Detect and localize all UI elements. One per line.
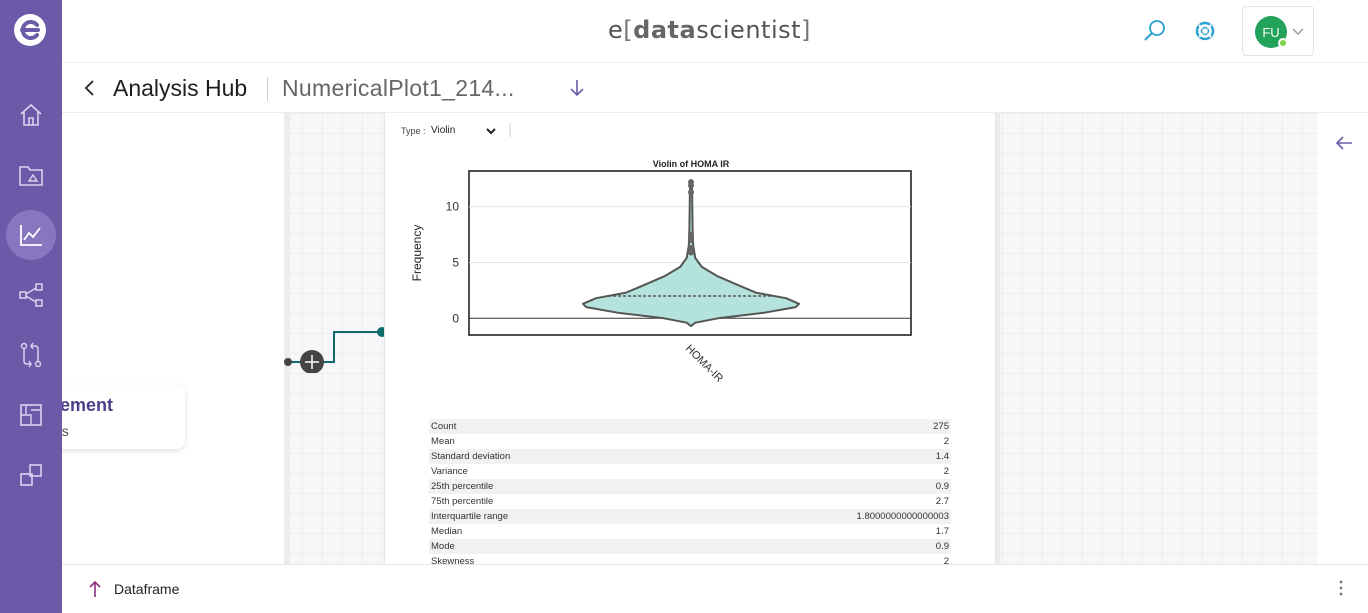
stat-row: Mode 0.9: [429, 539, 951, 554]
stat-value: 1.4: [935, 451, 949, 462]
stat-label: Variance: [431, 466, 468, 477]
chevron-down-icon[interactable]: [485, 125, 497, 137]
dataframe-label[interactable]: Dataframe: [114, 581, 180, 597]
stat-row: Skewness 2: [429, 554, 951, 564]
stat-row: Variance 2: [429, 464, 951, 479]
nav-library[interactable]: [6, 390, 56, 440]
type-label: Type :: [401, 126, 426, 136]
brand-bracket-open: [: [623, 16, 634, 44]
stat-value: 2: [943, 556, 949, 564]
nav-analysis[interactable]: [6, 210, 56, 260]
workflow-canvas[interactable]: asurement eatures Type : Violin Violin o…: [62, 113, 1318, 564]
page-title: Analysis Hub: [113, 75, 248, 101]
stat-value: 1.8000000000000003: [856, 511, 949, 522]
outlier-point: [688, 189, 694, 196]
stat-row: Count 275: [429, 419, 951, 434]
compare-icon: [20, 342, 42, 368]
stat-row: 75th percentile 2.7: [429, 494, 951, 509]
stat-label: Standard deviation: [431, 451, 511, 462]
stat-label: Median: [431, 526, 463, 537]
top-bar: e[datascientist] FU: [62, 0, 1368, 63]
library-icon: [20, 404, 42, 426]
nav-home[interactable]: [6, 90, 56, 140]
kebab-menu-icon[interactable]: [1338, 579, 1344, 597]
outlier-point: [688, 179, 694, 186]
outlier-point: [688, 231, 694, 238]
stat-value: 2: [943, 466, 949, 477]
stat-label: Mode: [431, 541, 455, 552]
stat-row: Median 1.7: [429, 524, 951, 539]
stat-label: Count: [431, 421, 457, 432]
online-status-dot: [1278, 38, 1288, 48]
measurement-node-card[interactable]: asurement eatures: [62, 385, 185, 449]
canvas-right-divider: [996, 113, 1000, 564]
summary-stats-table: Count 275 Mean 2 Standard deviation 1.4 Varian…: [429, 419, 951, 564]
search-icon[interactable]: [1142, 18, 1168, 44]
stat-row: Standard deviation 1.4: [429, 449, 951, 464]
right-side-strip: [1318, 113, 1368, 564]
analysis-chart-icon: [20, 225, 42, 246]
nav-stack[interactable]: [6, 450, 56, 500]
bottom-bar: Dataframe: [62, 564, 1368, 613]
left-nav-rail: [0, 0, 62, 613]
canvas-divider: [284, 113, 290, 564]
header-divider: [267, 77, 268, 101]
violin-chart: Violin of HOMA IR 0 5 10 Frequency HOMA-IR: [410, 159, 912, 385]
stat-label: 75th percentile: [431, 496, 494, 507]
brand-wordmark: e[datascientist]: [608, 16, 811, 44]
y-tick-label: 10: [446, 200, 460, 214]
add-node-button[interactable]: [300, 350, 324, 373]
app-logo-icon[interactable]: [12, 12, 48, 48]
stat-value: 1.7: [935, 526, 949, 537]
arrow-left-icon[interactable]: [1334, 135, 1354, 151]
stat-value: 2: [943, 436, 949, 447]
user-menu[interactable]: FU: [1242, 6, 1314, 56]
type-select[interactable]: Violin: [431, 125, 456, 136]
stat-row: Interquartile range 1.8000000000000003: [429, 509, 951, 524]
chevron-down-icon: [1292, 28, 1304, 35]
brand-bracket-close: ]: [801, 16, 811, 44]
arrow-up-icon[interactable]: [88, 579, 102, 599]
outlier-point: [688, 237, 694, 244]
plot-panel: Type : Violin Violin of HOMA IR 0 5 10 Fre…: [384, 113, 996, 564]
stat-label: Interquartile range: [431, 511, 509, 522]
node-subtitle: eatures: [62, 423, 69, 439]
page-header: Analysis Hub NumericalPlot1_214...: [62, 63, 1368, 113]
canvas-left-area: [62, 113, 284, 564]
download-arrow-icon[interactable]: [568, 78, 586, 98]
brand-data: data: [633, 16, 697, 44]
stat-label: Skewness: [431, 556, 475, 564]
nav-compare[interactable]: [6, 330, 56, 380]
chart-title: Violin of HOMA IR: [653, 159, 730, 169]
node-connector: [284, 327, 387, 373]
back-chevron-icon[interactable]: [82, 79, 98, 97]
stack-icon: [20, 464, 42, 486]
stat-row: 25th percentile 0.9: [429, 479, 951, 494]
nav-workflow[interactable]: [6, 270, 56, 320]
type-divider: [509, 123, 511, 137]
y-axis-label: Frequency: [410, 225, 424, 282]
stat-label: 25th percentile: [431, 481, 494, 492]
stat-label: Mean: [431, 436, 455, 447]
plot-file-name[interactable]: NumericalPlot1_214...: [282, 75, 515, 101]
outlier-point: [688, 244, 694, 251]
home-icon: [20, 103, 42, 126]
y-tick-label: 0: [452, 311, 459, 325]
project-folder-icon: [19, 166, 43, 186]
nav-projects[interactable]: [6, 150, 56, 200]
stat-value: 275: [933, 421, 949, 432]
node-title: asurement: [62, 395, 114, 415]
workflow-share-icon: [19, 283, 43, 307]
stat-row: Mean 2: [429, 434, 951, 449]
y-tick-label: 5: [452, 255, 459, 269]
stat-value: 0.9: [935, 541, 949, 552]
stat-value: 0.9: [935, 481, 949, 492]
x-category-label: HOMA-IR: [683, 343, 725, 385]
outlier-point: [688, 249, 694, 256]
brand-scientist: scientist: [696, 16, 802, 44]
help-lifebuoy-icon[interactable]: [1192, 18, 1218, 44]
brand-e: e: [608, 16, 624, 44]
plot-area: [468, 170, 912, 336]
stat-value: 2.7: [935, 496, 949, 507]
